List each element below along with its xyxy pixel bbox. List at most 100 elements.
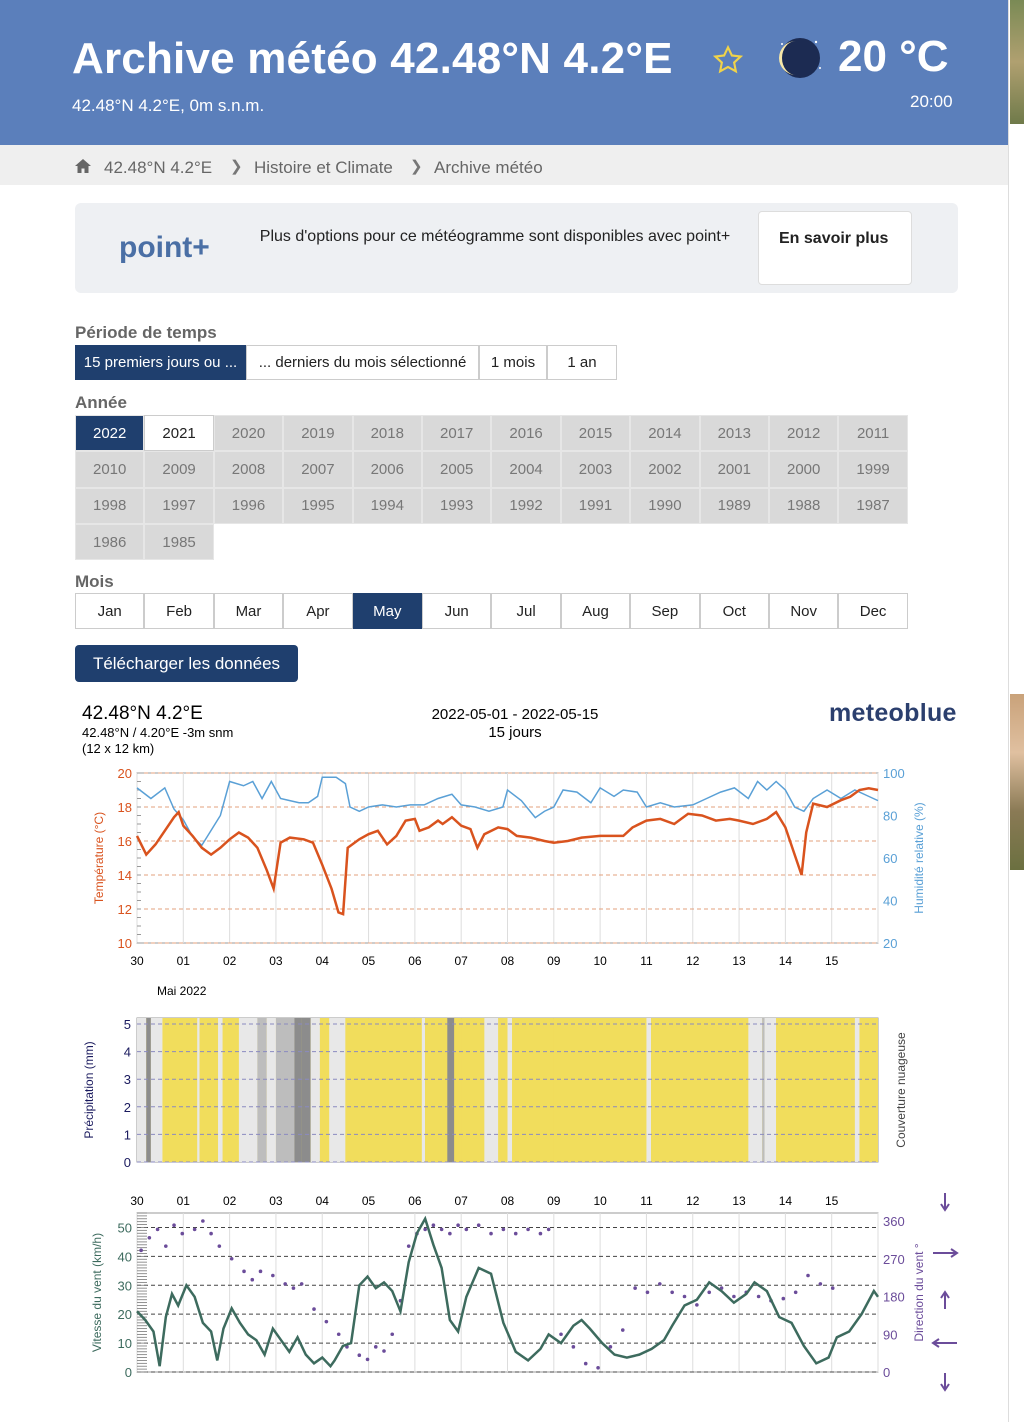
- breadcrumb-history[interactable]: Histoire et Climate: [254, 158, 393, 177]
- year-option[interactable]: 2018: [352, 415, 422, 452]
- year-option[interactable]: 2000: [769, 451, 839, 488]
- year-option[interactable]: 2005: [422, 451, 492, 488]
- x-tick-label: 01: [177, 954, 191, 968]
- cloud-cover-band: [553, 1018, 647, 1162]
- year-option[interactable]: 1988: [769, 487, 839, 524]
- month-option[interactable]: Nov: [769, 593, 839, 629]
- direction-tick-label: 0: [883, 1365, 890, 1380]
- home-icon[interactable]: [74, 158, 92, 174]
- year-option[interactable]: 2008: [213, 451, 284, 488]
- period-label: Période de temps: [75, 323, 217, 342]
- month-option[interactable]: Jun: [422, 593, 492, 629]
- favorite-star-icon[interactable]: [712, 44, 744, 76]
- month-option[interactable]: Feb: [144, 593, 214, 629]
- year-option[interactable]: 2003: [560, 451, 631, 488]
- year-option[interactable]: 2013: [699, 415, 769, 452]
- year-option[interactable]: 1991: [560, 487, 631, 524]
- cloud-cover-band: [257, 1018, 267, 1162]
- breadcrumb-archive[interactable]: Archive météo: [434, 158, 543, 177]
- year-option[interactable]: 1998: [75, 487, 145, 524]
- month-option[interactable]: Jul: [491, 593, 561, 629]
- year-option[interactable]: 2017: [422, 415, 492, 452]
- month-option[interactable]: Oct: [699, 593, 769, 629]
- month-option[interactable]: Apr: [283, 593, 353, 629]
- year-option[interactable]: 2007: [283, 451, 353, 488]
- year-option[interactable]: 2004: [491, 451, 561, 488]
- breadcrumb-location[interactable]: 42.48°N 4.2°E: [104, 158, 213, 177]
- year-option[interactable]: 2002: [630, 451, 700, 488]
- page-header: Archive météo 42.48°N 4.2°E 42.48°N 4.2°…: [0, 0, 1008, 145]
- year-option[interactable]: 1990: [630, 487, 700, 524]
- direction-point: [423, 1227, 427, 1232]
- direction-point: [217, 1244, 222, 1248]
- month-option[interactable]: Sep: [630, 593, 700, 629]
- direction-point: [180, 1231, 185, 1236]
- x-tick-label: 09: [547, 1194, 561, 1208]
- x-tick-label: 05: [362, 1194, 376, 1208]
- x-tick-label: 13: [732, 1194, 746, 1208]
- direction-point: [781, 1296, 786, 1301]
- year-option[interactable]: 2001: [699, 451, 769, 488]
- year-option[interactable]: 2015: [560, 415, 631, 452]
- year-option[interactable]: 2012: [769, 415, 839, 452]
- year-option[interactable]: 2011: [838, 415, 908, 452]
- year-option[interactable]: 1999: [838, 451, 908, 488]
- period-option-1-year[interactable]: 1 an: [547, 345, 617, 380]
- humidity-tick-label: 20: [883, 936, 897, 951]
- direction-point: [250, 1277, 255, 1282]
- period-option-first-days[interactable]: 15 premiers jours ou ...: [75, 345, 246, 380]
- direction-point: [164, 1244, 168, 1248]
- year-option[interactable]: 1989: [699, 487, 769, 524]
- month-option[interactable]: May: [352, 593, 422, 629]
- period-option-1-month[interactable]: 1 mois: [479, 345, 547, 380]
- meteoblue-logo[interactable]: meteoblue: [829, 699, 957, 727]
- month-option[interactable]: Jan: [75, 593, 145, 629]
- month-option[interactable]: Aug: [560, 593, 631, 629]
- period-option-last-days[interactable]: ... derniers du mois sélectionné: [246, 345, 479, 380]
- year-option[interactable]: 2019: [283, 415, 353, 452]
- year-option[interactable]: 2021: [144, 415, 214, 452]
- direction-point: [390, 1332, 395, 1337]
- year-option[interactable]: 1994: [352, 487, 422, 524]
- speed-tick-label: 40: [118, 1249, 132, 1264]
- year-option[interactable]: 1993: [422, 487, 492, 524]
- month-option[interactable]: Mar: [213, 593, 284, 629]
- year-option[interactable]: 2014: [630, 415, 700, 452]
- cloud-cover-band: [447, 1018, 455, 1162]
- direction-point: [596, 1366, 600, 1370]
- cloud-cover-band: [218, 1018, 223, 1162]
- year-option[interactable]: 2020: [213, 415, 284, 452]
- month-label: Mois: [75, 572, 114, 591]
- direction-point: [645, 1290, 650, 1295]
- point-plus-logo[interactable]: point+: [119, 231, 210, 264]
- side-ad-image[interactable]: [1010, 0, 1024, 124]
- x-tick-label: 03: [269, 954, 283, 968]
- side-ad-image[interactable]: [1010, 694, 1024, 870]
- year-option[interactable]: 2010: [75, 451, 145, 488]
- direction-point: [324, 1319, 329, 1324]
- year-option[interactable]: 2016: [491, 415, 561, 452]
- direction-tick-label: 90: [883, 1327, 897, 1342]
- direction-point: [546, 1227, 551, 1232]
- x-tick-label: 04: [316, 954, 330, 968]
- year-option[interactable]: 2022: [75, 415, 145, 452]
- temp-tick-label: 16: [118, 834, 132, 849]
- x-tick-label: 15: [825, 1194, 839, 1208]
- cloud-cover-band: [310, 1018, 313, 1162]
- year-option[interactable]: 2006: [352, 451, 422, 488]
- direction-point: [830, 1286, 835, 1290]
- year-option[interactable]: 1986: [75, 523, 145, 561]
- month-option[interactable]: Dec: [838, 593, 908, 629]
- precip-tick-label: 2: [124, 1100, 131, 1115]
- year-option[interactable]: 1996: [213, 487, 284, 524]
- learn-more-button[interactable]: En savoir plus: [758, 211, 912, 285]
- year-option[interactable]: 1985: [144, 523, 214, 561]
- humidity-tick-label: 80: [883, 809, 897, 824]
- year-option[interactable]: 2009: [144, 451, 214, 488]
- year-option[interactable]: 1995: [283, 487, 353, 524]
- humidity-axis-label: Humidité relative (%): [912, 802, 926, 913]
- year-option[interactable]: 1987: [838, 487, 908, 524]
- year-option[interactable]: 1992: [491, 487, 561, 524]
- download-data-button[interactable]: Télécharger les données: [75, 645, 298, 682]
- year-option[interactable]: 1997: [144, 487, 214, 524]
